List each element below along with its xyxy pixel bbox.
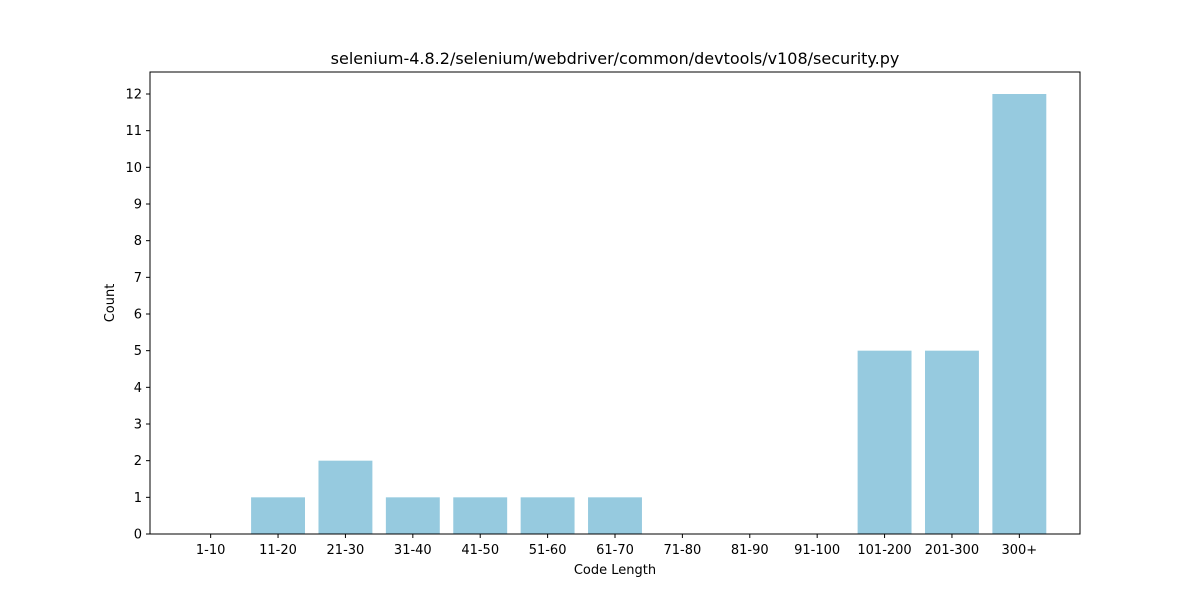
x-tick-label: 300+ <box>1001 543 1037 558</box>
y-tick-label: 1 <box>134 491 142 506</box>
bar-31-40 <box>385 497 440 534</box>
x-tick-label: 51-60 <box>529 543 567 558</box>
x-tick-label: 91-100 <box>794 543 840 558</box>
plot-frame <box>149 71 1081 535</box>
x-tick-label: 41-50 <box>461 543 499 558</box>
y-tick-label: 11 <box>125 124 142 139</box>
y-tick-label: 3 <box>134 418 142 433</box>
x-tick-label: 101-200 <box>857 543 911 558</box>
y-tick-label: 9 <box>134 198 142 213</box>
x-axis-ticks: 1-10 11-20 21-30 31-40 41-50 51-60 61-70 71-80 8… <box>196 534 1037 558</box>
x-tick-label: 81-90 <box>731 543 769 558</box>
x-tick-label: 11-20 <box>259 543 297 558</box>
y-axis-label: Count <box>103 284 118 323</box>
bar-300+ <box>992 94 1047 534</box>
bar-21-30 <box>318 460 373 534</box>
x-tick-label: 201-300 <box>925 543 979 558</box>
y-tick-label: 0 <box>134 528 142 543</box>
bars-group <box>251 94 1047 534</box>
bar-11-20 <box>251 497 305 534</box>
bar-201-300 <box>925 350 979 534</box>
x-axis-label: Code Length <box>574 563 656 578</box>
x-tick-label: 21-30 <box>327 543 365 558</box>
y-tick-label: 2 <box>134 454 142 469</box>
y-tick-label: 8 <box>134 234 142 249</box>
chart-title: selenium-4.8.2/selenium/webdriver/common… <box>331 49 900 68</box>
bar-41-50 <box>453 497 508 534</box>
y-tick-label: 7 <box>134 271 142 286</box>
x-tick-label: 1-10 <box>196 543 226 558</box>
y-tick-label: 6 <box>134 308 142 323</box>
x-tick-label: 61-70 <box>596 543 634 558</box>
y-tick-label: 5 <box>134 344 142 359</box>
bar-101-200 <box>857 350 912 534</box>
bar-61-70 <box>588 497 642 534</box>
y-tick-label: 4 <box>134 381 142 396</box>
y-tick-label: 10 <box>125 161 142 176</box>
x-tick-label: 71-80 <box>664 543 702 558</box>
y-tick-label: 12 <box>125 88 142 103</box>
x-tick-label: 31-40 <box>394 543 432 558</box>
bar-51-60 <box>520 497 575 534</box>
